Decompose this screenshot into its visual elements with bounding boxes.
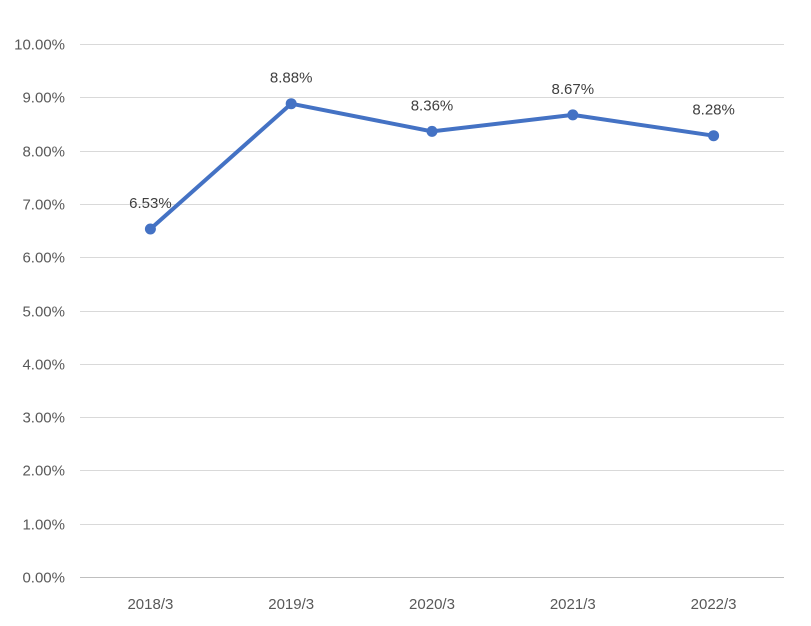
series-line [148,101,716,231]
gridlines [80,44,784,578]
x-tick-label: 2022/3 [691,596,737,613]
y-tick-label: 0.00% [22,570,65,587]
data-point [708,130,720,142]
x-tick-label: 2019/3 [268,596,314,613]
x-axis: 2018/3 2019/3 2020/3 2021/3 2022/3 [127,596,736,613]
data-label: 8.28% [692,102,735,119]
data-labels: 6.53% 8.88% 8.36% 8.67% 8.28% [129,70,735,212]
y-tick-label: 4.00% [22,357,65,374]
x-tick-label: 2021/3 [550,596,596,613]
x-tick-label: 2020/3 [409,596,455,613]
data-label: 8.88% [270,70,313,87]
y-tick-label: 3.00% [22,410,65,427]
y-tick-label: 1.00% [22,517,65,534]
data-point [285,98,297,110]
data-point [567,109,579,121]
y-tick-label: 9.00% [22,90,65,107]
y-tick-label: 2.00% [22,463,65,480]
data-point [426,125,438,137]
y-axis: 0.00% 1.00% 2.00% 3.00% 4.00% 5.00% 6.00% 7.00%… [14,37,65,587]
data-label: 6.53% [129,195,172,212]
y-tick-label: 10.00% [14,37,65,54]
data-label: 8.67% [552,81,595,98]
y-tick-label: 6.00% [22,250,65,267]
data-point [144,223,156,235]
y-tick-label: 8.00% [22,144,65,161]
y-tick-label: 7.00% [22,197,65,214]
y-tick-label: 5.00% [22,304,65,321]
data-label: 8.36% [411,97,454,114]
x-tick-label: 2018/3 [127,596,173,613]
series-line-group [144,98,720,235]
